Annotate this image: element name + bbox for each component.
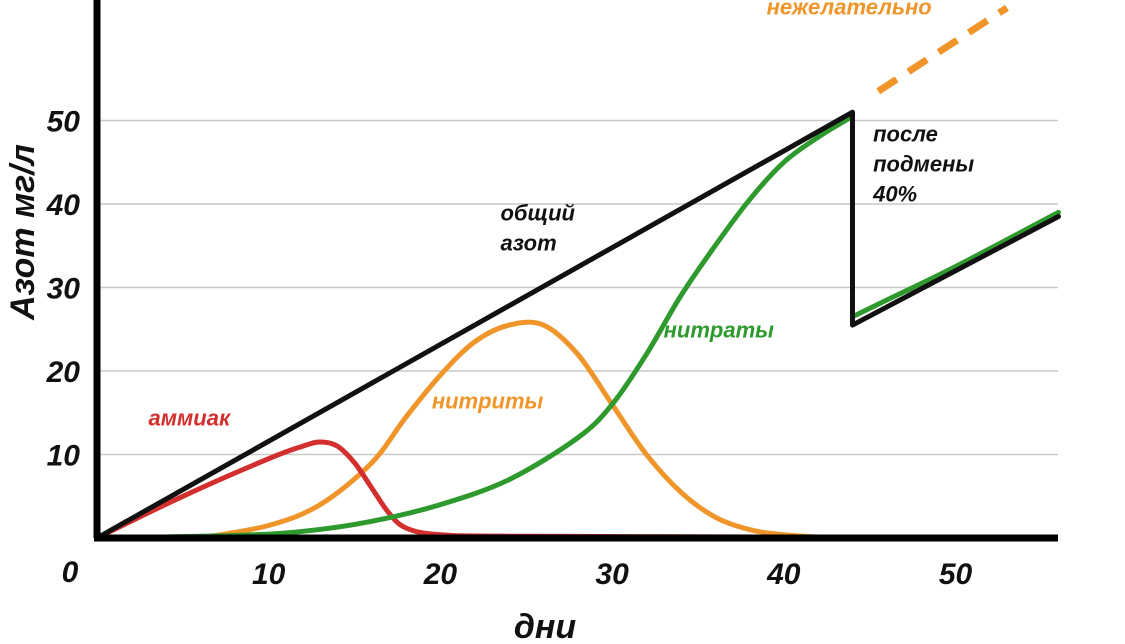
series-labels: аммиак нитриты нитраты общий азот после подмен… (149, 0, 975, 430)
label-аммиак-0-0: аммиак (149, 405, 232, 430)
label-общий-азот-3-1: азот (500, 231, 556, 256)
y-tick-label: 20 (46, 356, 81, 389)
x-tick-label: 10 (252, 558, 286, 591)
series-line-нитриты (197, 319, 838, 541)
label-общий-азот-3-0: общий (500, 201, 575, 226)
x-axis-title: дни (514, 608, 577, 644)
origin-label: 0 (62, 556, 79, 589)
x-tick-label: 20 (423, 558, 458, 591)
y-axis-title: Азот мг/л (4, 144, 42, 321)
label-общий-азот-4-1: подмены (873, 151, 974, 176)
label-нитраты-2-0: нитраты (664, 318, 775, 343)
series-line-нежелательно (876, 4, 1009, 95)
series-line-аммиак (94, 439, 855, 541)
x-tick-label: 30 (595, 558, 629, 591)
series-line-нитраты (94, 113, 1061, 541)
y-tick-label: 50 (47, 106, 81, 139)
y-tick-label: 10 (47, 440, 81, 473)
label-общий-азот-4-0: после (873, 121, 938, 146)
label-нитриты-1-0: нитриты (432, 389, 544, 414)
axes (93, 0, 1058, 542)
label-нежелательно-5-0: нежелательно (767, 0, 932, 19)
series-line-общий-азот (94, 109, 1061, 541)
series-lines (94, 4, 1061, 541)
tick-labels: 10 20 30 40 50 10 20 30 40 50 (46, 106, 973, 592)
grid (97, 119, 1058, 456)
label-общий-азот-4-2: 40% (872, 181, 917, 206)
x-tick-label: 40 (766, 558, 801, 591)
x-tick-label: 50 (939, 558, 973, 591)
y-tick-label: 30 (47, 273, 81, 306)
y-tick-label: 40 (46, 189, 81, 222)
